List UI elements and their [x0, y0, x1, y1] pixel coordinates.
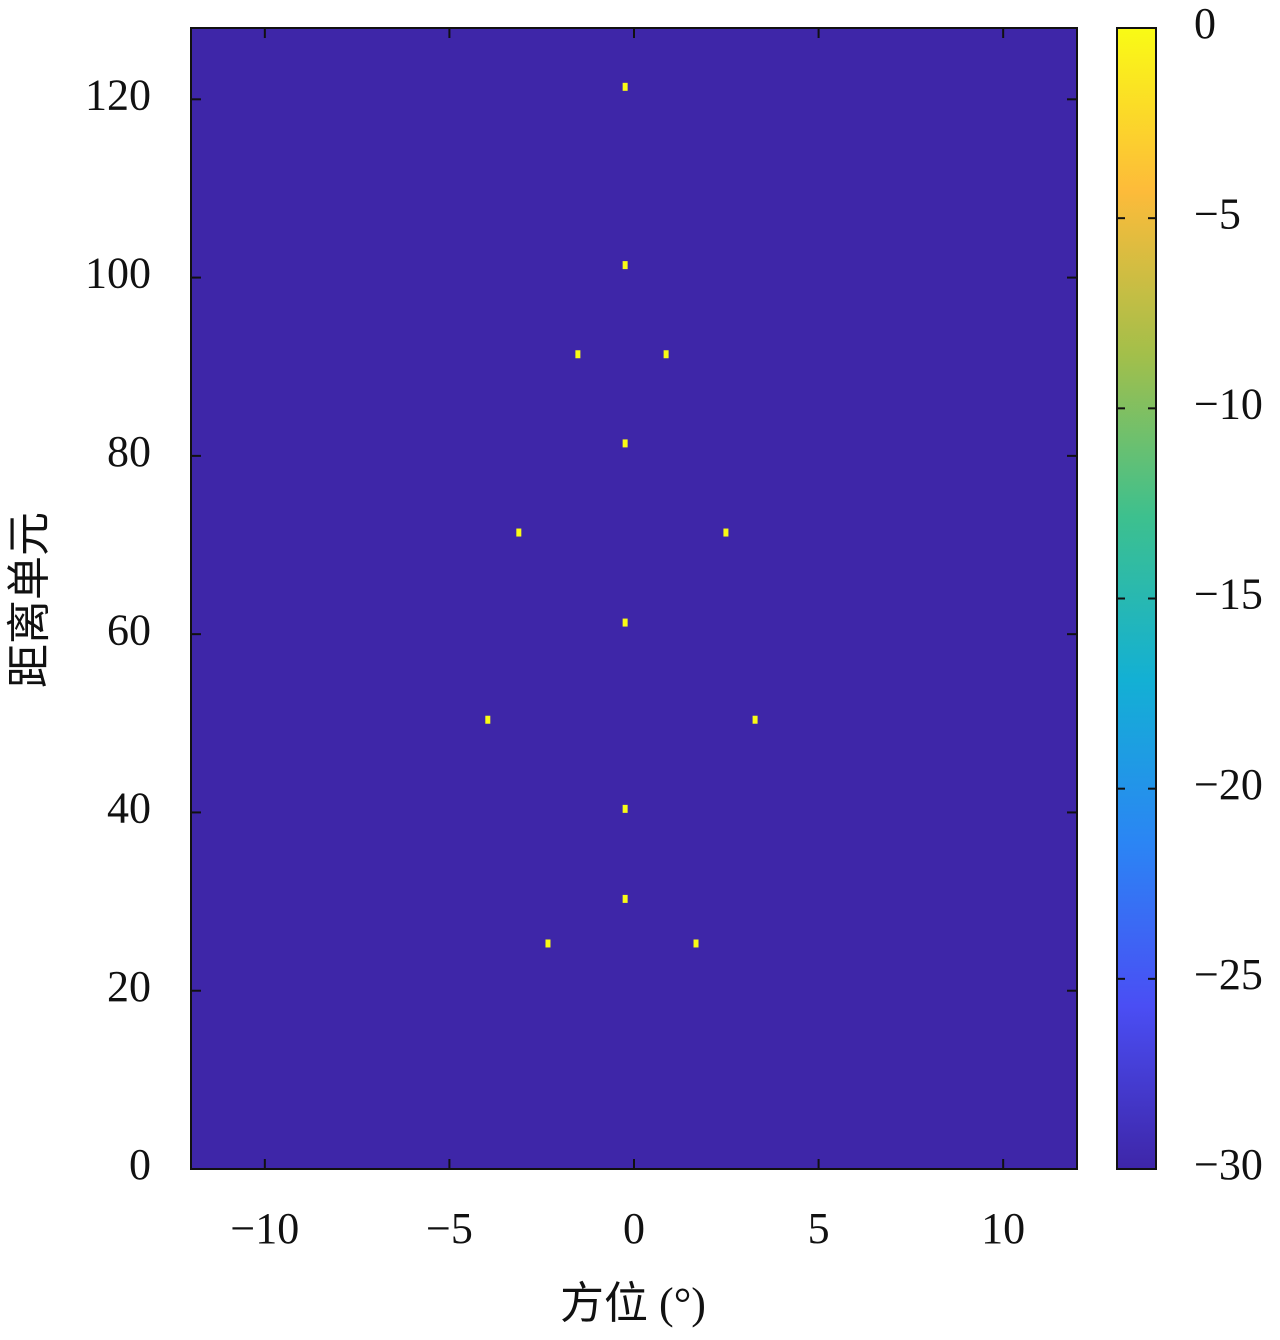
x-tick-label: 5 [808, 1204, 830, 1253]
colorbar-tick-label: −15 [1194, 570, 1263, 619]
heatmap-cell [516, 528, 522, 537]
heatmap-background [191, 28, 1077, 1169]
heatmap-cell [622, 82, 628, 91]
x-tick-label: 10 [981, 1204, 1025, 1253]
heatmap-cell [622, 804, 628, 813]
heatmap-cell [545, 939, 551, 948]
colorbar-tick-label: −5 [1194, 189, 1241, 238]
heatmap-cell [663, 350, 669, 359]
heatmap-cell [693, 939, 699, 948]
y-tick-label: 120 [85, 70, 151, 119]
colorbar-tick-label: −25 [1194, 950, 1263, 999]
y-tick-label: 60 [107, 605, 151, 654]
y-tick-label: 80 [107, 427, 151, 476]
x-axis-label: 方位 (°) [560, 1279, 706, 1328]
heatmap-cell [622, 894, 628, 903]
y-tick-label: 40 [107, 784, 151, 833]
y-tick-label: 0 [129, 1140, 151, 1189]
y-tick-label: 100 [85, 249, 151, 298]
heatmap-cell [575, 350, 581, 359]
heatmap-cell [622, 261, 628, 270]
heatmap-cell [752, 715, 758, 724]
colorbar-tick-label: 0 [1194, 0, 1216, 48]
colorbar-tick-label: −10 [1194, 379, 1263, 428]
plot-frame [190, 27, 1078, 1170]
x-tick-label: −10 [230, 1204, 299, 1253]
y-tick-label: 20 [107, 962, 151, 1011]
y-axis-label: 距离单元 [5, 512, 54, 688]
x-tick-label: −5 [426, 1204, 473, 1253]
heatmap-cell [622, 439, 628, 448]
heatmap-cell [485, 715, 491, 724]
colorbar-tick-label: −30 [1194, 1140, 1263, 1189]
x-tick-label: 0 [623, 1204, 645, 1253]
colorbar-tick-label: −20 [1194, 760, 1263, 809]
heatmap-cell [723, 528, 729, 537]
heatmap-cell [622, 618, 628, 627]
